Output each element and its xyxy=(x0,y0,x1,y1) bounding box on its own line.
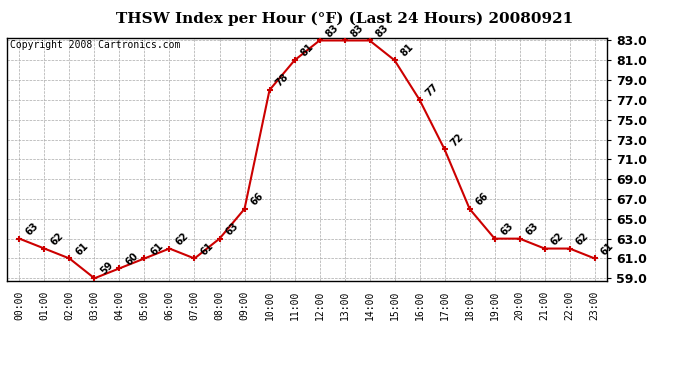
Text: 81: 81 xyxy=(299,42,315,59)
Text: 61: 61 xyxy=(599,240,615,257)
Text: 61: 61 xyxy=(148,240,165,257)
Text: THSW Index per Hour (°F) (Last 24 Hours) 20080921: THSW Index per Hour (°F) (Last 24 Hours)… xyxy=(117,11,573,26)
Text: 63: 63 xyxy=(499,220,515,237)
Text: 77: 77 xyxy=(424,82,440,99)
Text: 72: 72 xyxy=(448,132,465,148)
Text: 63: 63 xyxy=(524,220,540,237)
Text: 62: 62 xyxy=(549,231,565,247)
Text: 83: 83 xyxy=(374,22,391,39)
Text: 66: 66 xyxy=(474,191,491,207)
Text: Copyright 2008 Cartronics.com: Copyright 2008 Cartronics.com xyxy=(10,40,180,50)
Text: 63: 63 xyxy=(23,220,40,237)
Text: 62: 62 xyxy=(174,231,190,247)
Text: 63: 63 xyxy=(224,220,240,237)
Text: 78: 78 xyxy=(274,72,290,88)
Text: 81: 81 xyxy=(399,42,415,59)
Text: 61: 61 xyxy=(74,240,90,257)
Text: 61: 61 xyxy=(199,240,215,257)
Text: 59: 59 xyxy=(99,260,115,277)
Text: 62: 62 xyxy=(48,231,65,247)
Text: 62: 62 xyxy=(574,231,591,247)
Text: 66: 66 xyxy=(248,191,265,207)
Text: 60: 60 xyxy=(124,251,140,267)
Text: 83: 83 xyxy=(348,22,366,39)
Text: 83: 83 xyxy=(324,22,340,39)
